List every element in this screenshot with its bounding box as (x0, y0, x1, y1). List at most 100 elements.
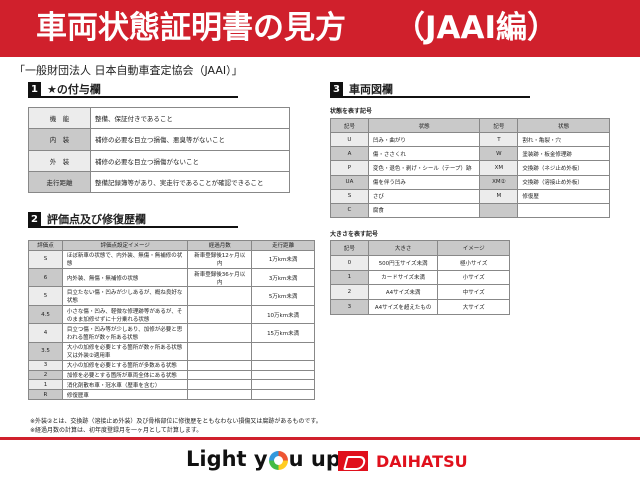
column-header: 記号 (330, 240, 369, 256)
section-number: 2 (28, 212, 41, 226)
table-cell (251, 389, 315, 400)
table-cell: 3.5 (28, 341, 63, 361)
table-cell: A4サイズ未満 (367, 284, 439, 301)
table-row: S ほぼ新車の状態で、内外装、無傷・無補修の状態 新車登録後12ヶ月以内 1万km未満 (28, 249, 315, 270)
column-header: 記号 (330, 117, 369, 134)
table-cell: 3 (28, 359, 63, 371)
column-header: 評価点設定イメージ (61, 240, 189, 251)
size-symbols-table: 記号 大きさ イメージ 0 500円玉サイズ未満 極小サイズ 1 カードサイズ未満 小サイズ 2 A… (330, 240, 510, 315)
table-row: 外 装補修の必要な目立つ損傷がないこと (28, 149, 290, 172)
table-cell: M (479, 188, 519, 204)
table-row: 4.5 小さな傷・凹み、軽微な修理跡等があるが、そのまま加修せずに十分乗れる状態 1… (28, 304, 315, 325)
table-cell: 1 (330, 269, 369, 286)
page-subtitle: （JAAI編） (394, 10, 559, 46)
source-label: 「一般財団法人 日本自動車査定協会（JAAI）」 (14, 64, 243, 77)
table-row: 内 装補修の必要な目立つ損傷、悪臭等がないこと (28, 128, 290, 151)
table-row: UA 傷を伴う凹み XM② 交換跡（溶接止め外板） (330, 174, 610, 190)
table-cell: XM② (479, 174, 519, 190)
table-cell: 交換跡（溶接止め外板） (517, 174, 610, 190)
table-cell: 傷・ささくれ (367, 146, 481, 162)
note: ※外装②とは、交換跡（溶接止め外装）及び骨格部位に修復歴をともなわない損傷又は腐… (30, 418, 322, 425)
table-row: 3 大小の加修を必要とする箇所が多数ある状態 (28, 359, 315, 371)
table-cell: 新車登録後36ヶ月以内 (187, 268, 253, 288)
table-cell: 大小の加修を必要とする箇所が多数ある状態 (61, 359, 189, 371)
table-row: 4 目立つ傷・凹み等が少しあり、加修が必要と思われる箇所が数ヶ所ある状態 15万km… (28, 323, 315, 343)
table-row: 2 A4サイズ未満 中サイズ (330, 284, 510, 301)
table-cell: 目立たない傷・凹みが少しあるが、概ね良好な状態 (61, 286, 189, 306)
section-title: 評価点及び修復歴欄 (47, 213, 146, 226)
table-cell: 新車登録後12ヶ月以内 (187, 249, 253, 270)
size-symbols-label: 大きさを表す記号 (330, 231, 379, 238)
table-row: 走行距離 整備記録簿等があり、実走行であることが確認できること (28, 170, 290, 194)
column-header: イメージ (437, 240, 510, 256)
table-row: 評価点 評価点設定イメージ 経過月数 走行距離 (28, 240, 315, 251)
table-cell: 3 (330, 299, 369, 315)
table-row: S さび M 修復歴 (330, 188, 610, 204)
table-row: 5 目立たない傷・凹みが少しあるが、概ね良好な状態 5万km未満 (28, 286, 315, 306)
table-cell: S (28, 249, 63, 270)
table-cell: A (330, 146, 369, 162)
table-cell (187, 304, 253, 325)
page-title: 車両状態証明書の見方 (36, 10, 346, 46)
table-cell: 補修の必要な目立つ損傷、悪臭等がないこと (90, 128, 290, 151)
table-row: 0 500円玉サイズ未満 極小サイズ (330, 254, 510, 271)
table-cell (251, 359, 315, 371)
table-cell: 4 (28, 323, 63, 343)
table-row: 3.5 大小の加修を必要とする箇所が数ヶ所ある状態又は外装②適用車 (28, 341, 315, 361)
table-row: 2 加修を必要とする箇所が車両全体にある状態 (28, 369, 315, 381)
section-number: 3 (330, 82, 343, 96)
table-row: 1 消化剤散布車・冠水車（歴車を含む） (28, 379, 315, 391)
table-cell: 500円玉サイズ未満 (367, 254, 439, 271)
table-cell: 極小サイズ (437, 254, 510, 271)
column-header: 走行距離 (251, 240, 315, 251)
table-cell: 変色・退色・剥げ・シール（テープ）跡 (367, 160, 481, 176)
table-cell: 塗装跡・板金修理跡 (517, 146, 610, 162)
table-cell: 整備記録簿等があり、実走行であることが確認できること (90, 170, 290, 194)
table-cell: 3万km未満 (251, 268, 315, 288)
table-cell (251, 341, 315, 361)
table-cell: 割れ・亀裂・穴 (517, 132, 610, 148)
table-cell: 大サイズ (437, 299, 510, 315)
table-cell (251, 379, 315, 391)
table-cell (517, 202, 610, 219)
column-header: 大きさ (367, 240, 439, 256)
color-ring-icon (268, 450, 288, 470)
table-cell: 補修の必要な目立つ損傷がないこと (90, 149, 290, 172)
table-cell: 1万km未満 (251, 249, 315, 270)
section1-heading: 1 ★の付与欄 (28, 82, 238, 98)
table-row: U 凹み・曲がり T 割れ・亀裂・穴 (330, 132, 610, 148)
table-cell: 大小の加修を必要とする箇所が数ヶ所ある状態又は外装②適用車 (61, 341, 189, 361)
section3-heading: 3 車両図欄 (330, 82, 530, 98)
column-header: 経過月数 (187, 240, 253, 251)
table-row: 記号 大きさ イメージ (330, 240, 510, 256)
table-cell: A4サイズを超えたもの (367, 299, 439, 315)
table-cell: 外 装 (28, 149, 91, 172)
state-symbols-label: 状態を表す記号 (330, 108, 373, 115)
table-cell (479, 202, 519, 219)
table-cell (187, 341, 253, 361)
table-cell: 整備、保証付きであること (90, 106, 290, 130)
table-cell: 2 (330, 284, 369, 301)
page-header: 車両状態証明書の見方 （JAAI編） (0, 0, 640, 57)
table-cell: 修復歴 (517, 188, 610, 204)
table-cell: 修復歴車 (61, 389, 189, 400)
table-cell: S (330, 188, 369, 204)
table-cell: 走行距離 (28, 170, 91, 194)
table-row: 3 A4サイズを超えたもの 大サイズ (330, 299, 510, 315)
table-cell: さび (367, 188, 481, 204)
table-cell: C (330, 202, 369, 219)
section-number: 1 (28, 82, 41, 96)
table-row: 記号 状態 記号 状態 (330, 117, 610, 134)
table-row: 1 カードサイズ未満 小サイズ (330, 269, 510, 286)
daihatsu-logo-text: DAIHATSU (376, 452, 468, 471)
table-cell (187, 379, 253, 391)
column-header: 状態 (367, 117, 481, 134)
table-row: R 修復歴車 (28, 389, 315, 400)
table-cell: 機 能 (28, 106, 91, 130)
slogan-text: u up (288, 447, 341, 471)
table-cell: 10万km未満 (251, 304, 315, 325)
table-cell: 1 (28, 379, 63, 391)
section-title: ★の付与欄 (47, 83, 101, 96)
table-row: 機 能整備、保証付きであること (28, 106, 290, 130)
table-cell: 内 装 (28, 128, 91, 151)
